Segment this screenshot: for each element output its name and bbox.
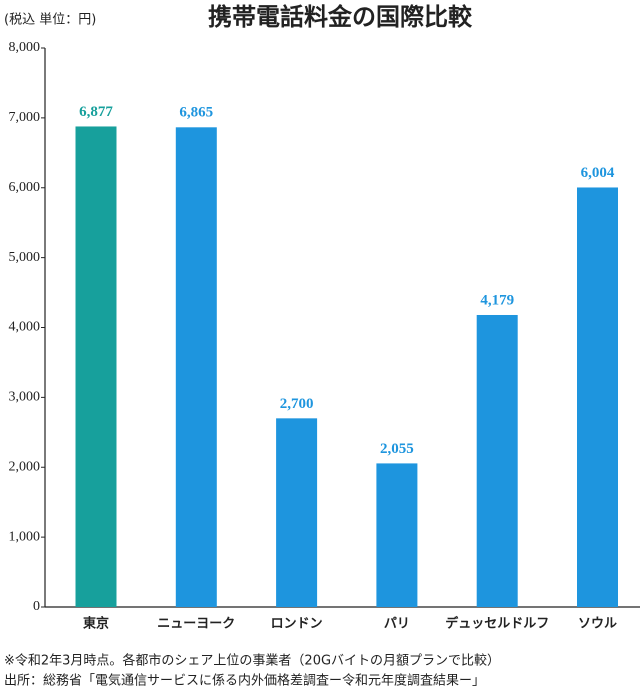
value-label: 2,055 xyxy=(380,441,414,457)
y-tick-label: 0 xyxy=(33,599,40,614)
x-tick-label: パリ xyxy=(384,617,410,632)
y-tick-label: 8,000 xyxy=(9,40,41,55)
unit-label: (税込 単位：円) xyxy=(4,12,96,28)
x-tick-label: デュッセルドルフ xyxy=(445,616,549,632)
y-tick-label: 2,000 xyxy=(9,459,41,474)
y-tick-label: 3,000 xyxy=(9,390,41,405)
y-tick-label: 7,000 xyxy=(9,110,41,125)
note: 出所：総務省「電気通信サービスに係る内外価格差調査ー令和元年度調査結果ー」 xyxy=(4,673,485,689)
value-label: 4,179 xyxy=(480,292,514,308)
x-tick-label: ロンドン xyxy=(271,617,323,632)
value-label: 6,877 xyxy=(79,104,113,120)
note: ※令和2年3月時点。各都市のシェア上位の事業者（20Gバイトの月額プランで比較） xyxy=(4,653,500,669)
y-tick-label: 1,000 xyxy=(9,529,41,544)
value-label: 6,865 xyxy=(179,105,213,121)
bar xyxy=(276,418,318,607)
value-label: 6,004 xyxy=(581,165,615,181)
bar xyxy=(175,127,217,607)
bar xyxy=(75,126,117,607)
x-tick-label: ニューヨーク xyxy=(157,617,235,632)
bar xyxy=(476,314,518,607)
bar xyxy=(577,187,618,607)
chart-title: 携帯電話料金の国際比較 xyxy=(208,3,473,31)
bar xyxy=(376,463,418,607)
y-tick-label: 6,000 xyxy=(9,180,41,195)
value-label: 2,700 xyxy=(280,396,314,412)
x-tick-label: 東京 xyxy=(83,616,109,632)
y-tick-label: 5,000 xyxy=(9,250,41,265)
y-tick-label: 4,000 xyxy=(9,320,41,335)
x-tick-label: ソウル xyxy=(578,617,617,632)
